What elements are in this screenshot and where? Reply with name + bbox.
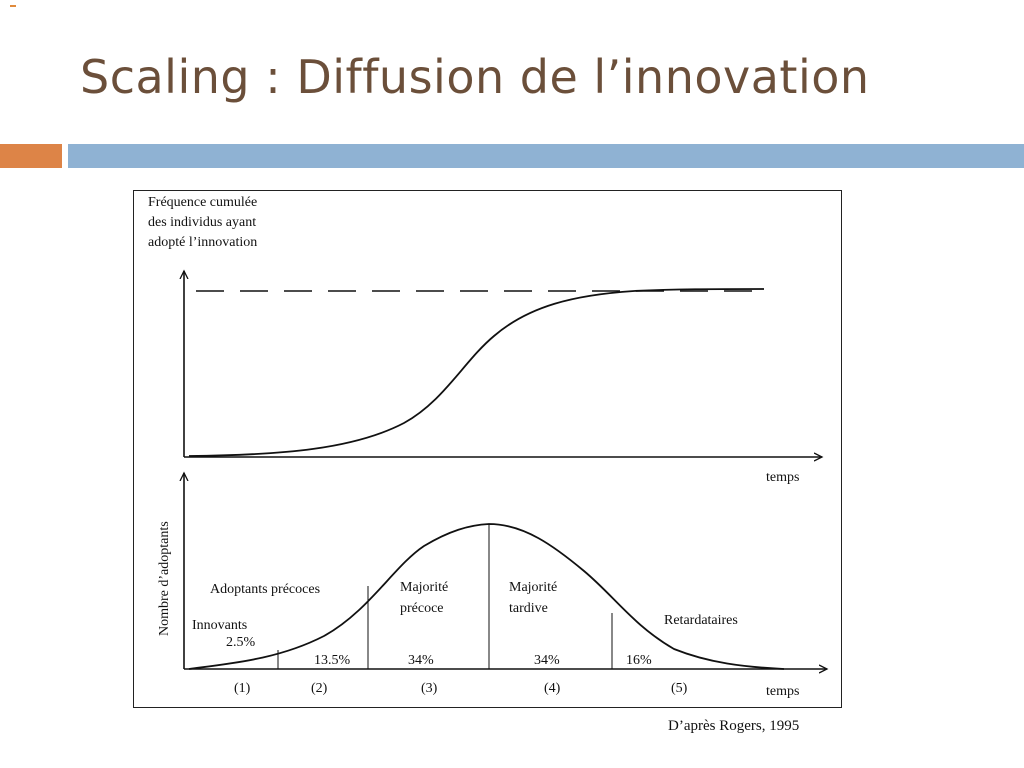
bottom-xlabel: temps bbox=[766, 684, 799, 699]
top-ylabel-line-1: Fréquence cumulée bbox=[148, 195, 257, 210]
category-1-percent: 2.5% bbox=[226, 635, 256, 650]
category-2-number: (2) bbox=[311, 681, 328, 696]
category-4-percent: 34% bbox=[534, 653, 560, 668]
category-5-number: (5) bbox=[671, 681, 688, 696]
category-4-number: (4) bbox=[544, 681, 561, 696]
category-1-name: Innovants bbox=[192, 618, 247, 633]
category-4-name-line-2: tardive bbox=[509, 601, 548, 616]
category-3-name-line-2: précoce bbox=[400, 601, 444, 616]
source-credit: D’après Rogers, 1995 bbox=[668, 718, 800, 734]
category-2-name: Adoptants précoces bbox=[210, 582, 320, 597]
category-5-percent: 16% bbox=[626, 653, 652, 668]
corner-mark bbox=[10, 5, 16, 7]
diffusion-diagram: Fréquence cumulée des individus ayant ad… bbox=[148, 195, 840, 699]
category-1-number: (1) bbox=[234, 681, 251, 696]
category-4-name-line-1: Majorité bbox=[509, 580, 557, 595]
category-5-name: Retardataires bbox=[664, 613, 738, 628]
top-ylabel-line-2: des individus ayant bbox=[148, 215, 256, 230]
bottom-ylabel: Nombre d’adoptants bbox=[157, 521, 172, 636]
category-3-name-line-1: Majorité bbox=[400, 580, 448, 595]
cumulative-adoption-curve bbox=[188, 288, 765, 457]
category-2-percent: 13.5% bbox=[314, 653, 351, 668]
category-3-number: (3) bbox=[421, 681, 438, 696]
slide-title: Scaling : Diffusion de l’innovation bbox=[80, 50, 870, 104]
category-3-percent: 34% bbox=[408, 653, 434, 668]
title-underline-bar bbox=[68, 144, 1024, 168]
title-accent-bar bbox=[0, 144, 62, 168]
diffusion-figure: Fréquence cumulée des individus ayant ad… bbox=[133, 190, 842, 708]
top-ylabel-line-3: adopté l’innovation bbox=[148, 235, 257, 250]
top-xlabel: temps bbox=[766, 470, 799, 485]
